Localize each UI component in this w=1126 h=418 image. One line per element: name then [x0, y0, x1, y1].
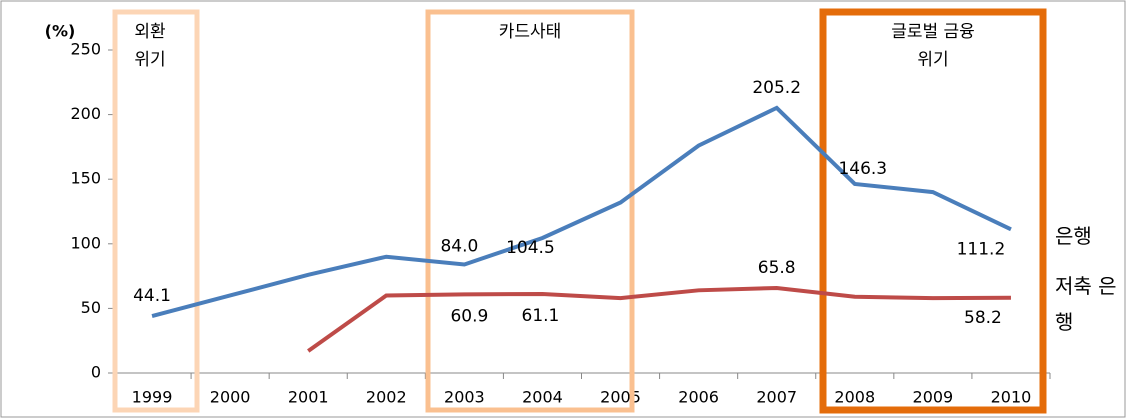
x-tick-label: 1999 [132, 388, 173, 407]
data-label: 104.5 [506, 238, 555, 258]
x-tick-label: 2007 [756, 388, 797, 407]
data-label: 146.3 [838, 159, 887, 179]
series-line [151, 105, 1012, 318]
x-tick-label: 2006 [678, 388, 719, 407]
annotation-label: 글로벌 금융위기 [891, 22, 975, 70]
legend-label: 은행 [1055, 224, 1092, 248]
annotation-box [819, 8, 1047, 414]
data-label: 111.2 [957, 239, 1006, 259]
x-tick-label: 2005 [600, 388, 641, 407]
x-tick-label: 2004 [522, 388, 563, 407]
y-tick-label: 50 [81, 298, 101, 317]
data-label: 61.1 [522, 306, 560, 326]
x-tick-label: 2003 [444, 388, 485, 407]
series-line [307, 285, 1011, 353]
y-axis-label: (%) [45, 22, 76, 41]
data-label: 44.1 [133, 286, 171, 306]
data-label: 60.9 [450, 306, 488, 326]
data-label: 65.8 [758, 258, 796, 278]
annotation-box [425, 9, 635, 413]
y-tick-label: 0 [91, 363, 101, 382]
data-label: 205.2 [752, 78, 801, 98]
y-tick-label: 100 [70, 233, 101, 252]
legend-label: 저축 은행 [1055, 274, 1117, 334]
data-label: 84.0 [440, 236, 478, 256]
x-tick-label: 2008 [834, 388, 875, 407]
x-tick-label: 2009 [913, 388, 954, 407]
data-label: 58.2 [964, 308, 1002, 328]
x-tick-label: 2010 [991, 388, 1032, 407]
x-tick-label: 2000 [210, 388, 251, 407]
y-tick-label: 150 [70, 169, 101, 188]
annotation-box [112, 9, 200, 413]
x-tick-label: 2001 [288, 388, 329, 407]
x-tick-label: 2002 [366, 388, 407, 407]
y-tick-label: 250 [70, 40, 101, 59]
y-tick-label: 200 [70, 104, 101, 123]
annotation-label: 카드사태 [498, 22, 562, 42]
annotation-label: 외환 위기 [134, 22, 166, 70]
